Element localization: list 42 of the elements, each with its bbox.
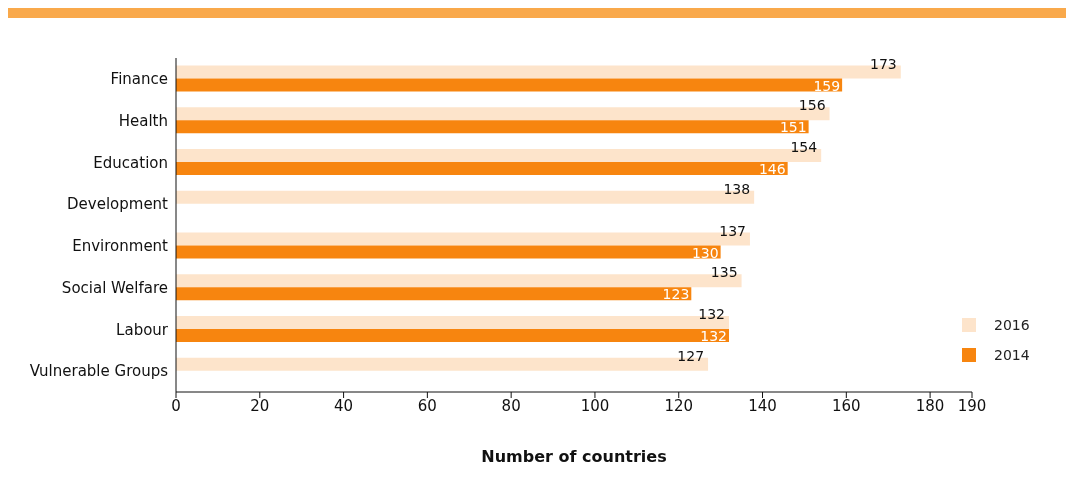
bar xyxy=(176,78,843,92)
data-label: 123 xyxy=(662,286,690,303)
data-label: 132 xyxy=(698,306,726,323)
data-label: 135 xyxy=(710,264,738,281)
data-label: 130 xyxy=(691,244,719,261)
bar xyxy=(176,287,692,301)
y-tick-label: Vulnerable Groups xyxy=(29,362,169,381)
data-label: 154 xyxy=(790,139,818,156)
data-label: 146 xyxy=(758,161,786,178)
y-tick-label: Development xyxy=(67,195,169,214)
bar xyxy=(176,120,809,134)
data-label: 127 xyxy=(677,347,705,364)
x-tick-label: 20 xyxy=(250,396,270,415)
y-tick-label: Environment xyxy=(72,237,169,256)
legend-label: 2014 xyxy=(994,347,1030,363)
data-label: 132 xyxy=(700,328,728,345)
data-label: 159 xyxy=(813,77,841,94)
data-label: 151 xyxy=(779,119,807,136)
bar xyxy=(176,162,788,176)
x-tick-label: 100 xyxy=(580,396,610,415)
bar xyxy=(176,245,721,259)
x-tick-label: 140 xyxy=(748,396,777,415)
y-tick-label: Health xyxy=(118,111,168,130)
y-tick-label: Finance xyxy=(110,70,168,89)
legend-label: 2016 xyxy=(994,317,1030,333)
x-tick-label: 190 xyxy=(957,396,987,415)
bar xyxy=(176,329,730,343)
x-tick-label: 40 xyxy=(334,396,354,415)
x-tick-label: 120 xyxy=(664,396,694,415)
data-label: 138 xyxy=(723,180,751,197)
data-label: 173 xyxy=(870,55,897,72)
x-tick-label: 160 xyxy=(832,396,861,415)
x-tick-label: 60 xyxy=(417,396,437,415)
x-tick-label: 180 xyxy=(915,396,945,415)
x-tick-label: 0 xyxy=(171,396,181,415)
x-axis-title: Number of countries xyxy=(481,447,667,466)
data-label: 137 xyxy=(719,222,746,239)
data-label: 156 xyxy=(798,97,826,114)
y-tick-label: Labour xyxy=(116,320,169,339)
y-tick-label: Social Welfare xyxy=(61,278,168,297)
x-tick-label: 80 xyxy=(501,396,521,415)
y-tick-label: Education xyxy=(93,153,168,172)
